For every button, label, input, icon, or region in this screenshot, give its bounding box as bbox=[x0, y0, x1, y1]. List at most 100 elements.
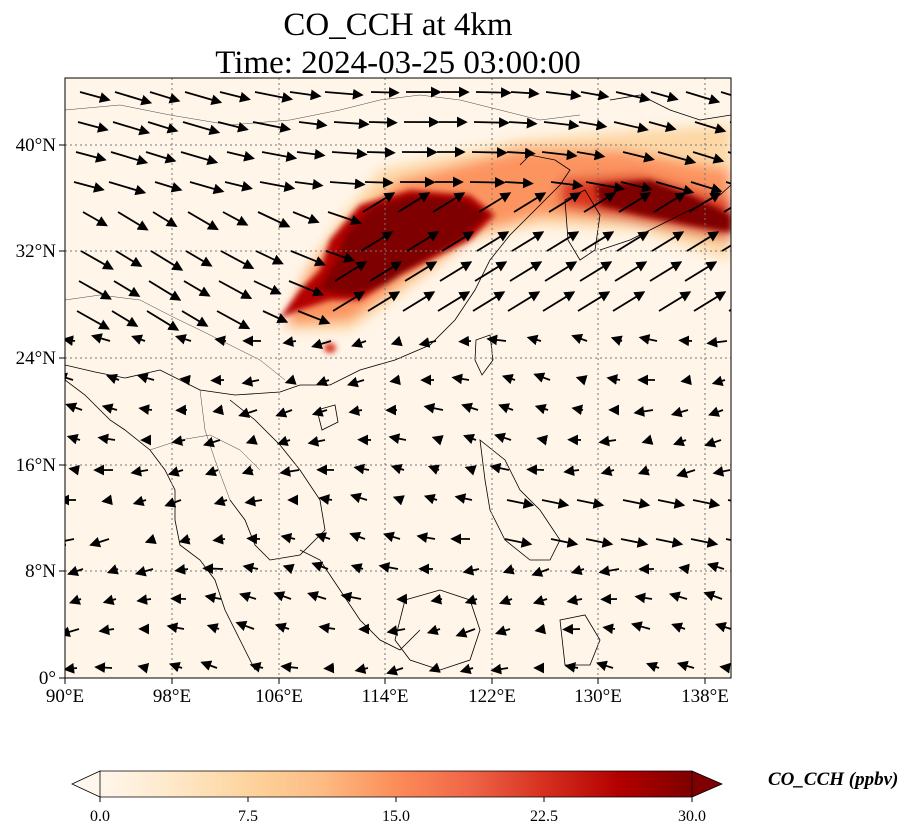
wind-arrow bbox=[113, 280, 141, 297]
wind-arrow bbox=[550, 537, 579, 548]
wind-arrow bbox=[511, 231, 545, 252]
wind-arrow bbox=[432, 192, 466, 213]
wind-vectors bbox=[65, 86, 731, 676]
wind-arrow bbox=[210, 374, 225, 386]
wind-arrow bbox=[634, 592, 653, 604]
wind-arrow bbox=[721, 244, 731, 252]
wind-arrow bbox=[622, 151, 655, 163]
wind-arrow bbox=[65, 335, 76, 347]
wind-arrow bbox=[459, 663, 474, 675]
wind-arrow bbox=[678, 563, 690, 575]
wind-arrow bbox=[390, 463, 405, 475]
wind-arrow bbox=[506, 498, 535, 509]
wind-arrow bbox=[464, 594, 478, 605]
wind-arrow bbox=[585, 537, 614, 548]
wind-arrow bbox=[602, 623, 616, 635]
colorbar-label: CO_CCH (ppbv) bbox=[768, 769, 899, 790]
wind-arrow bbox=[575, 375, 588, 386]
wind-arrow bbox=[690, 181, 723, 194]
wind-arrow bbox=[67, 565, 84, 577]
wind-arrow bbox=[473, 117, 510, 128]
wind-arrow bbox=[673, 435, 687, 447]
wind-arrow bbox=[475, 87, 512, 98]
wind-arrow bbox=[534, 403, 549, 415]
wind-arrow bbox=[364, 177, 394, 188]
wind-arrow bbox=[546, 231, 580, 252]
wind-arrow bbox=[730, 279, 731, 281]
wind-arrow bbox=[149, 91, 181, 104]
wind-arrow bbox=[106, 373, 120, 385]
lat-tick-label: 16°N bbox=[16, 455, 57, 476]
wind-arrow bbox=[550, 179, 584, 191]
lat-tick-label: 24°N bbox=[16, 348, 57, 369]
wind-arrow bbox=[676, 467, 696, 478]
wind-arrow bbox=[246, 533, 261, 545]
wind-arrow bbox=[354, 663, 369, 674]
wind-arrow bbox=[318, 494, 333, 505]
wind-arrow bbox=[585, 181, 626, 193]
wind-arrow bbox=[101, 494, 113, 506]
wind-arrow bbox=[200, 660, 218, 671]
wind-arrow bbox=[311, 406, 328, 417]
wind-arrow bbox=[655, 181, 695, 196]
wind-arrow bbox=[289, 89, 322, 101]
wind-arrow bbox=[294, 178, 324, 190]
map-frame bbox=[64, 77, 732, 679]
wind-arrow bbox=[494, 432, 512, 444]
wind-arrow bbox=[658, 291, 692, 312]
wind-arrow bbox=[349, 531, 366, 543]
wind-arrow bbox=[65, 626, 80, 638]
wind-arrow bbox=[711, 375, 726, 387]
wind-arrow bbox=[571, 404, 584, 416]
wind-arrow bbox=[595, 660, 614, 672]
wind-arrow bbox=[501, 373, 516, 385]
wind-arrow bbox=[499, 594, 513, 606]
wind-arrow bbox=[620, 181, 653, 193]
wind-arrow bbox=[463, 433, 477, 445]
wind-arrow bbox=[366, 147, 396, 158]
lon-tick-label: 106°E bbox=[255, 686, 303, 707]
wind-arrow bbox=[564, 662, 579, 673]
wind-arrow bbox=[154, 181, 183, 193]
wind-arrow bbox=[562, 623, 581, 635]
wind-arrow bbox=[241, 465, 254, 476]
wind-arrow bbox=[167, 466, 184, 477]
wind-arrow bbox=[423, 493, 438, 505]
wind-arrow bbox=[418, 337, 437, 348]
wind-arrow bbox=[543, 119, 580, 131]
wind-arrow bbox=[253, 280, 282, 295]
wind-arrow bbox=[598, 435, 617, 447]
wind-arrow bbox=[583, 192, 617, 213]
wind-arrow bbox=[288, 280, 324, 297]
wind-arrow bbox=[598, 565, 620, 577]
wind-arrow bbox=[346, 376, 365, 388]
wind-arrow bbox=[261, 151, 298, 162]
wind-arrow bbox=[620, 537, 649, 548]
wind-arrow bbox=[616, 231, 650, 252]
wind-arrow bbox=[280, 532, 296, 544]
wind-arrow bbox=[541, 149, 578, 161]
wind-arrow bbox=[725, 538, 731, 541]
wind-arrow bbox=[329, 178, 366, 190]
wind-arrow bbox=[252, 121, 292, 133]
wind-arrow bbox=[262, 310, 289, 324]
wind-arrow bbox=[110, 151, 149, 166]
wind-arrow bbox=[513, 192, 547, 213]
wind-arrow bbox=[406, 231, 440, 252]
wind-arrow bbox=[348, 405, 363, 416]
colorbar-min-extend bbox=[71, 770, 101, 798]
wind-arrow bbox=[136, 372, 155, 384]
wind-arrow bbox=[311, 338, 332, 350]
wind-arrow bbox=[439, 261, 473, 282]
wind-arrow bbox=[296, 148, 326, 160]
wind-arrow bbox=[606, 374, 621, 385]
wind-arrow bbox=[576, 498, 605, 509]
wind-arrow bbox=[657, 151, 697, 166]
wind-arrow bbox=[657, 498, 686, 509]
wind-arrow bbox=[494, 625, 511, 636]
wind-arrow bbox=[390, 335, 403, 347]
wind-arrow bbox=[75, 151, 107, 163]
wind-arrow bbox=[97, 433, 116, 445]
wind-arrow bbox=[290, 250, 326, 267]
lon-tick-label: 90°E bbox=[46, 686, 84, 707]
